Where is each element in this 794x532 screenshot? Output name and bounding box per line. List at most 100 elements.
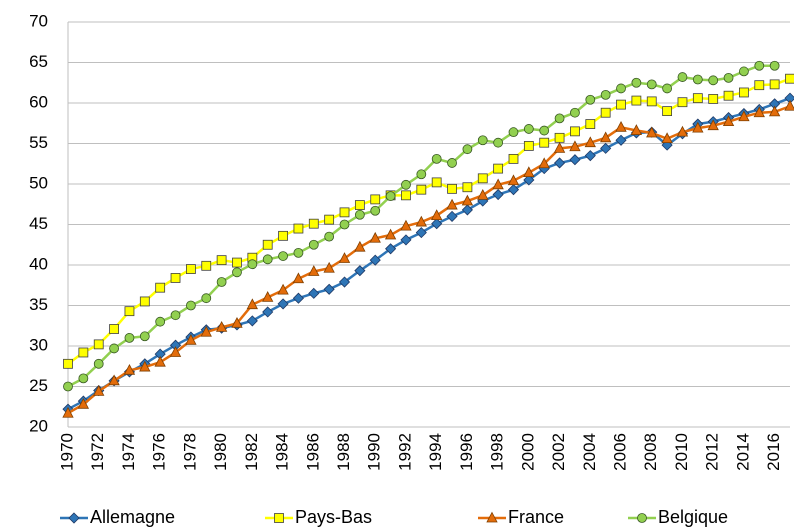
marker [554,157,566,169]
marker [93,358,104,369]
marker [585,94,596,105]
marker [262,306,274,318]
marker [292,292,304,304]
y-tick-label: 55 [29,133,48,152]
y-tick-label: 20 [29,416,48,435]
x-tick-label: 1976 [150,433,169,471]
marker [539,125,550,136]
marker [569,140,581,152]
marker [477,188,489,200]
marker [447,158,457,168]
marker [324,214,335,225]
marker [646,96,657,107]
marker [615,120,627,132]
marker [754,80,765,91]
marker [246,315,258,327]
marker [370,205,381,216]
marker [324,231,335,242]
marker [216,277,227,287]
x-tick-label: 1980 [211,433,230,471]
marker [492,178,504,190]
x-tick-label: 2004 [580,433,599,471]
marker [692,93,703,104]
marker [753,106,765,118]
marker [232,267,242,278]
marker [215,321,228,332]
marker [692,74,703,85]
marker [707,119,719,131]
marker [738,110,750,122]
marker [385,191,396,202]
marker [493,163,504,174]
marker [232,257,242,268]
marker [93,339,104,350]
marker [292,272,305,284]
y-tick-label: 35 [29,295,48,314]
marker [508,153,519,164]
marker [185,264,196,274]
marker [477,135,488,146]
marker [139,360,151,372]
marker [584,136,596,148]
marker [769,60,780,71]
marker [616,83,626,94]
marker [369,254,381,266]
x-tick-label: 1970 [57,433,76,471]
marker [201,293,212,304]
marker [262,291,274,302]
marker [553,142,566,153]
marker [63,381,73,392]
marker [400,219,412,231]
x-tick-label: 1994 [426,433,445,471]
marker [507,184,520,196]
marker [384,228,397,240]
series-line [67,77,791,365]
marker [462,144,473,155]
marker [415,215,427,227]
marker [523,124,534,134]
marker [93,385,105,396]
marker [339,207,350,218]
y-tick-label: 60 [29,92,48,111]
marker [722,115,735,127]
marker [277,298,289,310]
marker [599,131,612,143]
marker [216,255,227,266]
marker [231,316,243,328]
marker [569,154,581,166]
marker [293,223,304,234]
marker [277,283,289,295]
marker [109,324,119,334]
x-tick-label: 2016 [764,433,783,471]
marker [201,260,212,271]
marker [354,200,365,210]
marker [446,198,458,210]
marker [600,107,611,118]
marker [785,73,794,84]
marker [308,239,319,250]
marker [431,218,443,230]
marker [401,179,411,190]
legend-label: Pays-Bas [295,507,372,527]
x-tick-label: 1986 [303,433,322,471]
marker [523,141,534,151]
x-tick-label: 1984 [273,433,292,471]
marker [63,358,73,369]
marker [462,182,473,193]
marker [676,125,689,137]
marker [507,174,520,186]
marker [200,325,212,337]
marker [431,209,443,220]
marker [308,218,319,229]
marker [416,169,427,180]
legend-label: Belgique [658,507,728,527]
marker [447,183,457,194]
marker [109,343,119,354]
marker [262,254,273,265]
marker [274,513,284,523]
marker [677,97,688,108]
marker [661,132,673,144]
marker [600,142,612,154]
